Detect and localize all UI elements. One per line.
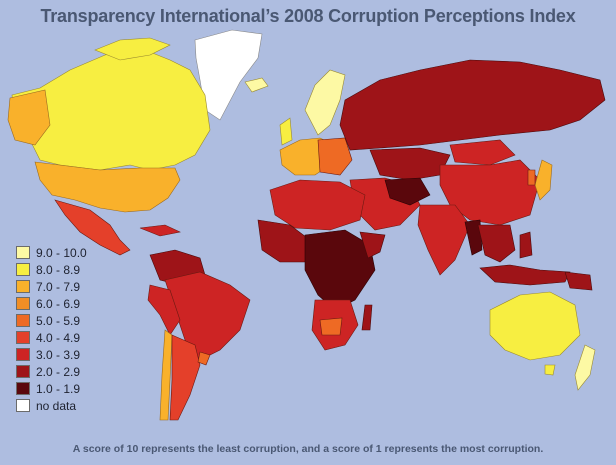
legend: 9.0 - 10.0 8.0 - 8.9 7.0 - 7.9 6.0 - 6.9… <box>16 244 87 414</box>
argentina <box>169 334 201 421</box>
legend-label: 9.0 - 10.0 <box>36 245 87 260</box>
legend-item: 5.0 - 5.9 <box>16 312 87 329</box>
new-zealand <box>574 344 596 391</box>
afghanistan-iraq <box>384 177 431 206</box>
arctic-islands <box>94 37 171 61</box>
botswana <box>319 317 343 336</box>
legend-item: 9.0 - 10.0 <box>16 244 87 261</box>
legend-label: 8.0 - 8.9 <box>36 262 81 277</box>
legend-swatch <box>16 263 30 276</box>
australia <box>489 291 581 361</box>
legend-item: 3.0 - 3.9 <box>16 346 87 363</box>
legend-label: 2.0 - 2.9 <box>36 364 81 379</box>
brazil <box>164 271 251 361</box>
legend-swatch <box>16 382 30 395</box>
uk <box>279 117 293 146</box>
alaska <box>7 89 51 146</box>
japan <box>534 159 553 201</box>
india <box>417 204 471 276</box>
legend-swatch <box>16 331 30 344</box>
legend-swatch <box>16 348 30 361</box>
legend-swatch <box>16 399 30 412</box>
russia <box>339 59 606 151</box>
legend-swatch <box>16 280 30 293</box>
legend-item: 2.0 - 2.9 <box>16 363 87 380</box>
legend-item: 7.0 - 7.9 <box>16 278 87 295</box>
central-africa <box>304 229 376 311</box>
caribbean <box>139 224 181 237</box>
china <box>439 159 541 226</box>
papua-new-guinea <box>564 271 593 291</box>
chile <box>159 329 173 421</box>
north-africa <box>269 179 366 231</box>
legend-label: 7.0 - 7.9 <box>36 279 81 294</box>
legend-label: no data <box>36 398 77 413</box>
myanmar <box>464 219 483 256</box>
mexico <box>54 199 131 256</box>
uruguay <box>197 351 211 366</box>
central-asia <box>369 147 451 181</box>
legend-swatch <box>16 314 30 327</box>
legend-label: 4.0 - 4.9 <box>36 330 81 345</box>
indonesia <box>479 264 571 286</box>
legend-item: 6.0 - 6.9 <box>16 295 87 312</box>
eastern-europe <box>317 137 353 176</box>
canada <box>11 47 211 171</box>
legend-label: 1.0 - 1.9 <box>36 381 81 396</box>
legend-item: 8.0 - 8.9 <box>16 261 87 278</box>
scandinavia <box>304 69 346 136</box>
map-title: Transparency International’s 2008 Corrup… <box>40 6 576 26</box>
iceland <box>244 77 269 93</box>
tasmania <box>544 364 556 376</box>
legend-item: 4.0 - 4.9 <box>16 329 87 346</box>
legend-label: 6.0 - 6.9 <box>36 296 81 311</box>
mongolia <box>449 139 516 166</box>
greenland <box>194 29 263 121</box>
madagascar <box>361 304 373 331</box>
southeast-asia <box>477 224 516 263</box>
legend-label: 3.0 - 3.9 <box>36 347 81 362</box>
legend-swatch <box>16 246 30 259</box>
legend-item: no data <box>16 397 87 414</box>
philippines <box>519 231 533 259</box>
usa <box>34 161 181 213</box>
footnote: A score of 10 represents the least corru… <box>72 443 544 455</box>
horn-of-africa <box>359 231 386 259</box>
korea <box>527 169 536 186</box>
legend-swatch <box>16 365 30 378</box>
legend-label: 5.0 - 5.9 <box>36 313 81 328</box>
legend-item: 1.0 - 1.9 <box>16 380 87 397</box>
legend-swatch <box>16 297 30 310</box>
